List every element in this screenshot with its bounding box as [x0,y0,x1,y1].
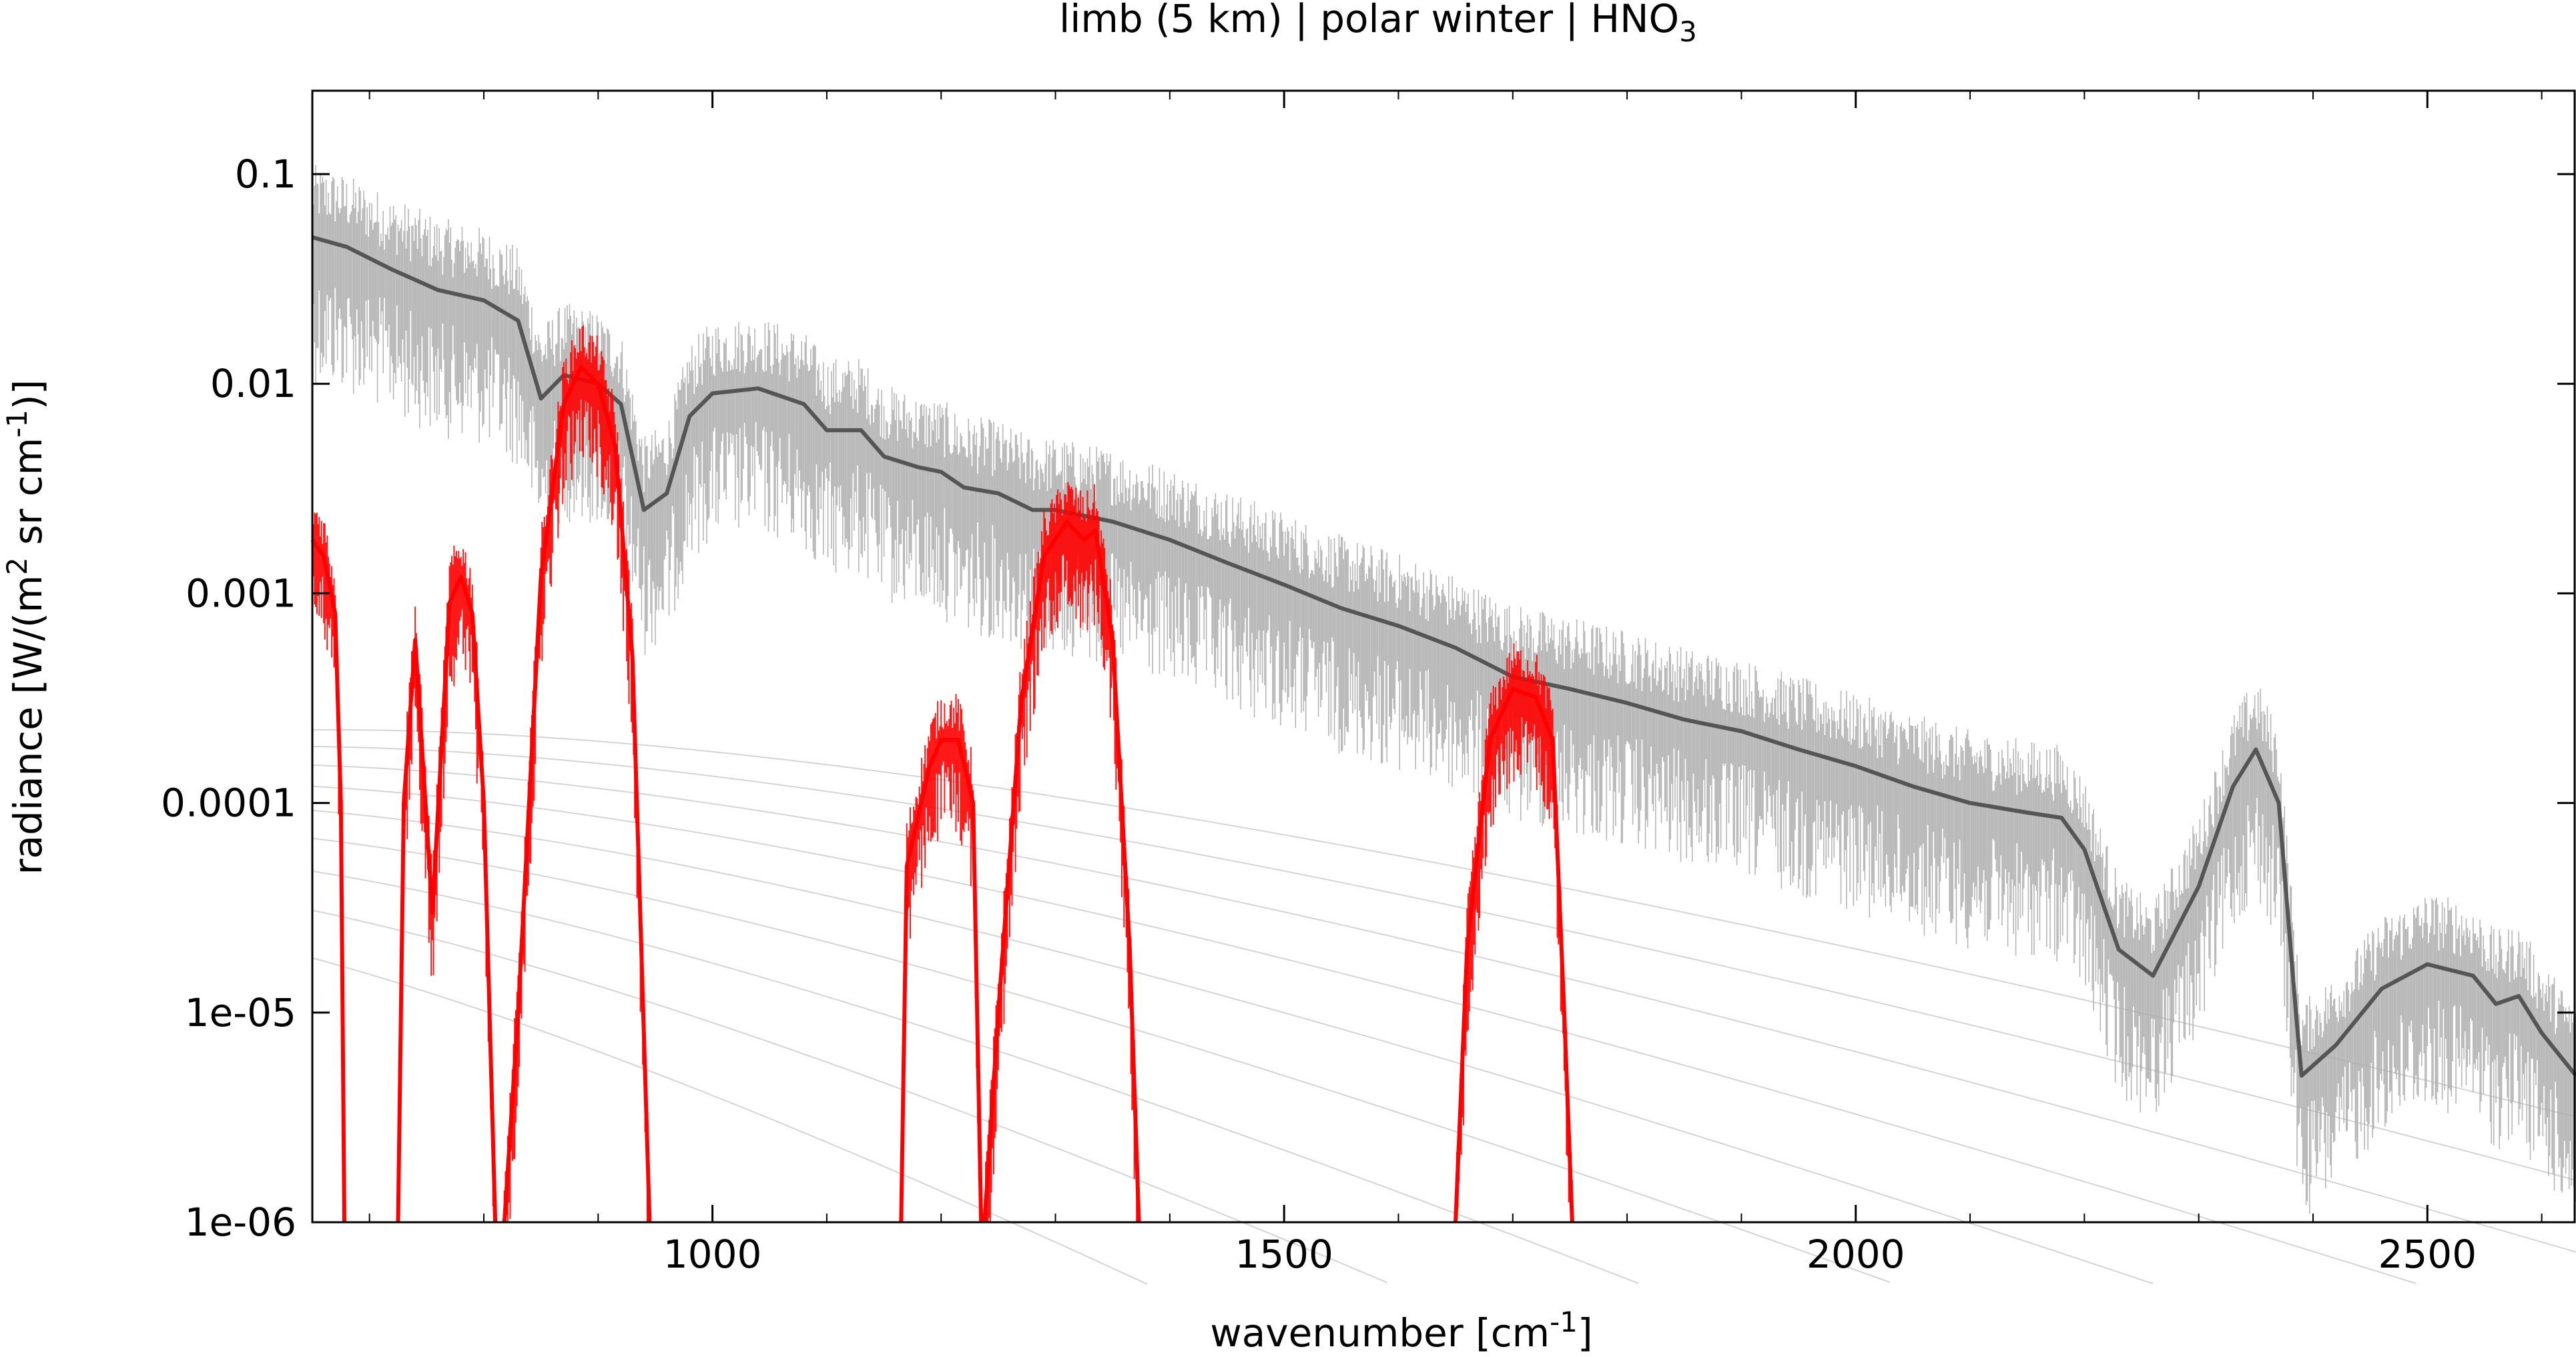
hno3-radiance-series [502,325,652,1223]
chart-title: limb (5 km) | polar winter | HNO3 [1059,0,1697,48]
x-tick-label: 1000 [663,1232,762,1277]
y-tick-label: 0.0001 [161,781,296,826]
hno3-radiance-line [502,365,652,1223]
y-tick-label: 0.001 [186,570,296,616]
hno3-radiance-series [1454,643,1574,1223]
x-axis-title-superscript: -1 [1550,1306,1578,1338]
hno3-radiance-series [899,694,984,1223]
y-tick-label: 0.1 [235,151,296,197]
tick-marks [312,91,2575,1224]
planck-curve [312,785,2417,1284]
hno3-radiance-line [396,574,498,1223]
planck-curve [312,837,1891,1284]
total-radiance-line [312,235,2576,1078]
chart-title-subscript: 3 [1679,15,1697,48]
plot-frame [311,89,2576,1224]
tick-labels: 1000 1500 2000 2500 0.1 0.01 0.001 0.0001 1e-05 1… [161,151,2477,1277]
y-tick-label: 1e-06 [185,1200,296,1245]
hno3-radiance-series [982,482,1141,1223]
hno3-radiance-series [396,545,498,1223]
hno3-radiance-line [982,519,1141,1223]
x-tick-label: 1500 [1235,1232,1333,1277]
x-axis-title: wavenumber [cm-1] [1210,1306,1592,1356]
hno3-radiance-line [310,538,346,1223]
hno3-radiance-line [1454,687,1574,1223]
planck-curve [312,746,2576,1182]
planck-curve [312,729,2576,1118]
planck-curve [312,870,1639,1284]
planck-curve [312,909,1387,1284]
planck-curve [312,809,2154,1285]
hno3-radiance-line [899,738,984,1223]
y-tick-label: 1e-05 [185,990,296,1035]
y-tick-label: 0.01 [210,361,296,406]
y-axis-title: radiance [W/(m2 sr cm-1)] [1,380,51,875]
x-tick-label: 2500 [2378,1232,2477,1277]
planck-curve [312,957,1148,1285]
planck-curves [312,729,2576,1285]
planck-curve [312,764,2576,1253]
series-layer [310,165,2576,1223]
x-tick-label: 2000 [1807,1232,1905,1277]
